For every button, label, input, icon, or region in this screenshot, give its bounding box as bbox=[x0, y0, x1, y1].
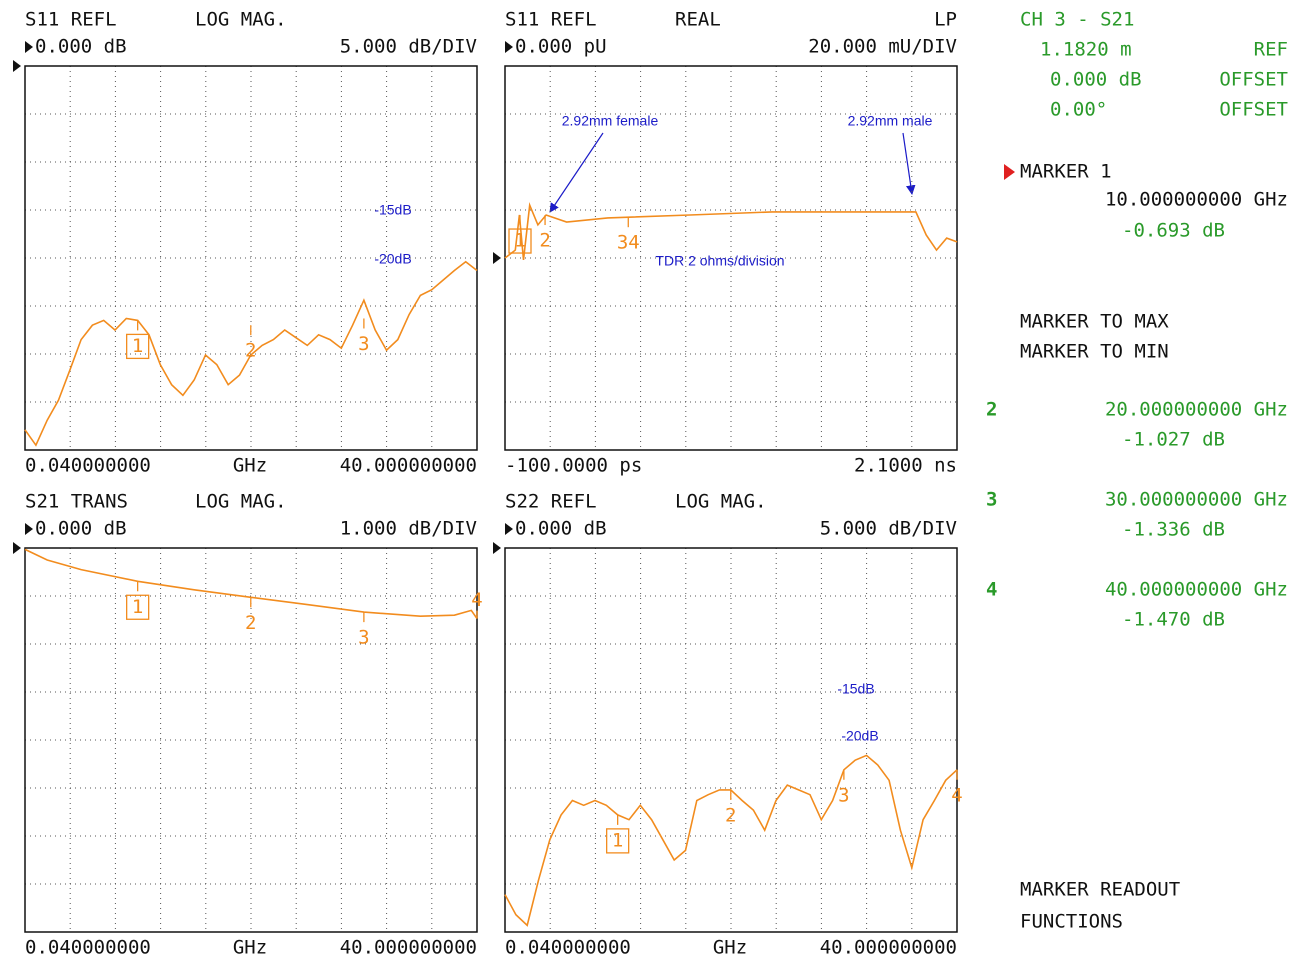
ref-glyph bbox=[505, 523, 513, 535]
x-start: 0.040000000 bbox=[25, 455, 151, 477]
x-unit: GHz bbox=[233, 937, 267, 957]
trace bbox=[504, 202, 958, 260]
annotation: -15dB bbox=[374, 202, 411, 218]
trace bbox=[24, 260, 478, 447]
marker-function: MARKER TO MIN bbox=[1020, 341, 1169, 363]
marker-label: 3 bbox=[838, 784, 849, 806]
annotation: -20dB bbox=[374, 251, 411, 267]
plot-frame bbox=[24, 65, 478, 451]
setting-label: OFFSET bbox=[1219, 99, 1288, 121]
active-marker-value: -0.693 dB bbox=[1122, 220, 1225, 242]
active-marker: MARKER 1 bbox=[1020, 161, 1112, 183]
marker-frequency: 20.000000000 GHz bbox=[1105, 399, 1288, 421]
setting-value: 1.1820 m bbox=[1040, 39, 1132, 61]
x-stop: 40.000000000 bbox=[340, 455, 477, 477]
annotation: TDR 2 ohms/division bbox=[655, 253, 784, 269]
panel-ref: 0.000 dB bbox=[515, 518, 607, 540]
active-marker-pointer bbox=[1004, 164, 1015, 180]
marker-label: 2 bbox=[245, 340, 256, 362]
marker-value: -1.336 dB bbox=[1122, 519, 1225, 541]
marker-label: 4 bbox=[471, 589, 482, 611]
x-stop: 2.1000 ns bbox=[854, 455, 957, 477]
panel-scale: 20.000 mU/DIV bbox=[808, 36, 957, 58]
ref-level-pointer bbox=[13, 542, 21, 554]
trace bbox=[504, 754, 958, 927]
marker-function: MARKER TO MAX bbox=[1020, 311, 1169, 333]
ref-glyph bbox=[25, 41, 33, 53]
panel-title: S11 REFL bbox=[505, 9, 597, 31]
annotation: 2.92mm male bbox=[848, 113, 933, 129]
panel-format: REAL bbox=[675, 9, 721, 31]
marker-label: 3 bbox=[358, 627, 369, 649]
x-stop: 40.000000000 bbox=[340, 937, 477, 957]
marker-label: 2 bbox=[725, 804, 736, 826]
x-start: 0.040000000 bbox=[25, 937, 151, 957]
panel-format: LOG MAG. bbox=[195, 491, 287, 513]
ref-glyph bbox=[25, 523, 33, 535]
panel-ref: 0.000 pU bbox=[515, 36, 607, 58]
marker-label: 1 bbox=[132, 596, 143, 618]
panel-scale: 5.000 dB/DIV bbox=[820, 518, 957, 540]
setting-value: 0.00° bbox=[1050, 99, 1107, 121]
panel-ref: 0.000 dB bbox=[35, 518, 127, 540]
marker-value: -1.027 dB bbox=[1122, 429, 1225, 451]
softkey-label: FUNCTIONS bbox=[1020, 911, 1123, 933]
marker-label: 4 bbox=[951, 784, 962, 806]
marker-box bbox=[508, 228, 532, 254]
marker-label: 1 bbox=[132, 335, 143, 357]
channel: CH 3 - S21 bbox=[1020, 9, 1134, 31]
plot-frame bbox=[24, 547, 478, 933]
ref-level-pointer bbox=[13, 60, 21, 72]
setting-label: OFFSET bbox=[1219, 69, 1288, 91]
panel-title: S11 REFL bbox=[25, 9, 117, 31]
panel-scale: 1.000 dB/DIV bbox=[340, 518, 477, 540]
panel-ref: 0.000 dB bbox=[35, 36, 127, 58]
plot-frame bbox=[504, 547, 958, 933]
x-start: 0.040000000 bbox=[505, 937, 631, 957]
annotation-arrow bbox=[902, 132, 916, 195]
x-stop: 40.000000000 bbox=[820, 937, 957, 957]
x-unit: GHz bbox=[713, 937, 747, 957]
ref-level-pointer bbox=[493, 252, 501, 264]
marker-box bbox=[606, 828, 630, 854]
marker-label: 2 bbox=[245, 612, 256, 634]
marker-value: -1.470 dB bbox=[1122, 609, 1225, 631]
softkey-label: MARKER READOUT bbox=[1020, 879, 1180, 901]
trace bbox=[24, 548, 478, 620]
x-unit: GHz bbox=[233, 455, 267, 477]
panel-format: LOG MAG. bbox=[195, 9, 287, 31]
marker-label: 1 bbox=[612, 829, 623, 851]
panel-format: LOG MAG. bbox=[675, 491, 767, 513]
marker-frequency: 40.000000000 GHz bbox=[1105, 579, 1288, 601]
panel-title: S22 REFL bbox=[505, 491, 597, 513]
marker-label: 2 bbox=[539, 230, 550, 252]
marker-label: 3 bbox=[358, 333, 369, 355]
ref-glyph bbox=[505, 41, 513, 53]
marker-number: 4 bbox=[986, 579, 997, 601]
annotation-arrow bbox=[549, 132, 604, 213]
panel-mode: LP bbox=[934, 9, 957, 31]
marker-number: 3 bbox=[986, 489, 997, 511]
marker-frequency: 30.000000000 GHz bbox=[1105, 489, 1288, 511]
marker-number: 2 bbox=[986, 399, 997, 421]
panel-title: S21 TRANS bbox=[25, 491, 128, 513]
marker-label: 34 bbox=[617, 232, 640, 254]
x-start: -100.0000 ps bbox=[505, 455, 642, 477]
marker-label: 1 bbox=[514, 230, 525, 252]
marker-box bbox=[126, 594, 150, 620]
ref-level-pointer bbox=[493, 542, 501, 554]
panel-scale: 5.000 dB/DIV bbox=[340, 36, 477, 58]
annotation: -15dB bbox=[837, 681, 874, 697]
annotation: -20dB bbox=[841, 728, 878, 744]
setting-value: 0.000 dB bbox=[1050, 69, 1142, 91]
setting-label: REF bbox=[1254, 39, 1288, 61]
active-marker-frequency: 10.000000000 GHz bbox=[1105, 189, 1288, 211]
marker-box bbox=[126, 333, 150, 360]
annotation: 2.92mm female bbox=[562, 113, 659, 129]
